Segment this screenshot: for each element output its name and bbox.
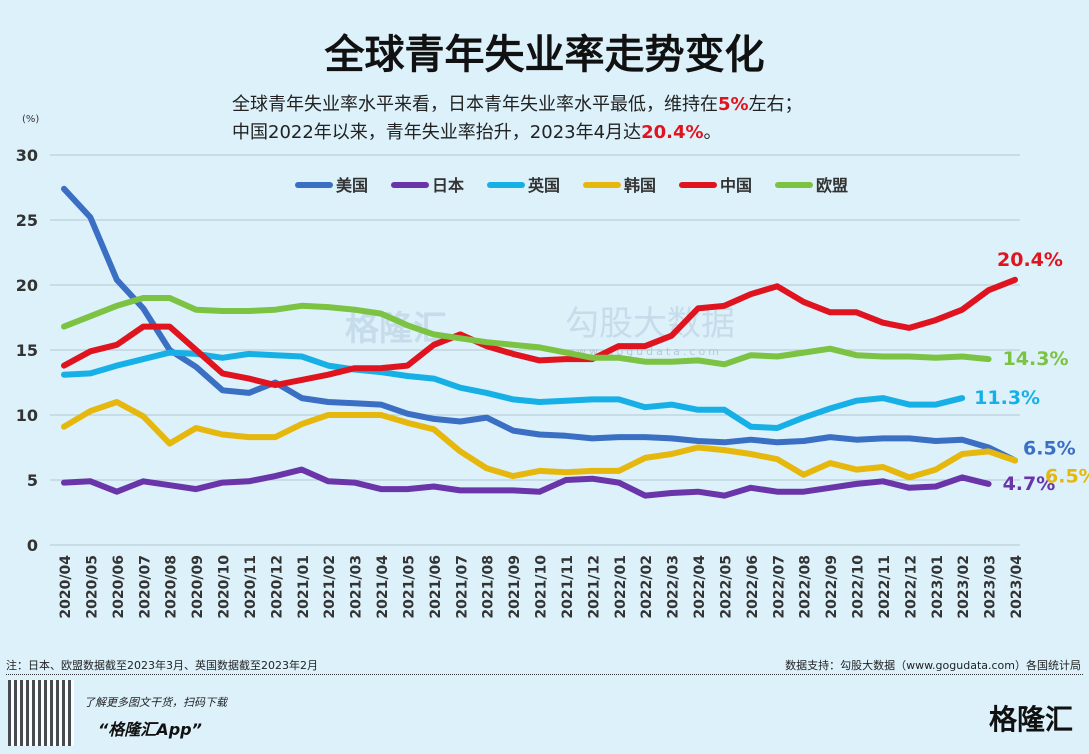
x-tick-label: 2022/10 — [851, 555, 867, 619]
x-tick-label: 2020/09 — [190, 555, 206, 619]
legend-label: 中国 — [720, 176, 752, 195]
x-tick-label: 2020/11 — [243, 555, 259, 619]
y-axis-unit: (%) — [22, 114, 39, 125]
y-tick-label: 30 — [16, 146, 38, 165]
watermark-right: 勾股大数据 — [565, 304, 735, 344]
x-tick-label: 2021/10 — [534, 555, 550, 619]
promo-text: 了解更多图文干货，扫码下载 — [84, 696, 227, 709]
x-tick-label: 2021/01 — [296, 555, 312, 619]
legend-label: 日本 — [432, 176, 464, 195]
x-tick-label: 2022/05 — [718, 555, 734, 619]
y-tick-label: 25 — [16, 211, 38, 230]
series-line-英国 — [61, 349, 966, 431]
subtitle-text: 中国2022年以来，青年失业率抬升，2023年4月达 — [232, 122, 642, 143]
x-tick-label: 2021/04 — [375, 555, 391, 619]
x-tick-label: 2020/07 — [137, 555, 153, 619]
subtitle-text: 全球青年失业率水平来看，日本青年失业率水平最低，维持在 — [232, 94, 718, 115]
x-tick-label: 2021/08 — [481, 555, 497, 619]
y-tick-label: 15 — [16, 341, 38, 360]
end-value-label: 6.5% — [1023, 438, 1076, 460]
line-chart: 格隆汇 勾股大数据www.gogudata.com(%)0510152025302… — [16, 114, 1089, 619]
x-tick-label: 2021/07 — [454, 555, 470, 619]
y-tick-label: 10 — [16, 406, 38, 425]
qr-code — [8, 680, 74, 746]
x-tick-label: 2020/10 — [217, 555, 233, 619]
series-line-中国 — [61, 276, 1018, 389]
series-line-欧盟 — [61, 295, 992, 368]
chart-title: 全球青年失业率走势变化 — [324, 32, 765, 78]
subtitle-text: 左右； — [748, 94, 803, 115]
end-value-label: 11.3% — [974, 387, 1040, 409]
y-tick-label: 20 — [16, 276, 38, 295]
x-tick-label: 2022/12 — [903, 555, 919, 619]
x-tick-label: 2021/05 — [401, 555, 417, 619]
subtitle-highlight: 5% — [718, 94, 749, 115]
legend-label: 美国 — [336, 176, 368, 195]
legend-label: 英国 — [527, 176, 560, 195]
app-name: “格隆汇App” — [98, 720, 202, 739]
divider — [6, 674, 1083, 675]
brand-logo: 格隆汇 — [988, 703, 1073, 736]
x-tick-label: 2021/11 — [560, 555, 576, 619]
subtitle-line-1: 全球青年失业率水平来看，日本青年失业率水平最低，维持在5%左右； — [232, 90, 803, 116]
series-line-日本 — [61, 466, 992, 499]
series-line-美国 — [61, 185, 1018, 464]
end-value-label: 6.5% — [1045, 466, 1089, 488]
subtitle-text: 。 — [703, 122, 722, 143]
subtitle-highlight: 20.4% — [641, 122, 704, 143]
x-tick-label: 2020/12 — [269, 555, 285, 619]
legend-label: 欧盟 — [816, 176, 848, 195]
watermark-left: 格隆汇 — [345, 309, 447, 349]
x-tick-label: 2022/01 — [613, 555, 629, 619]
x-tick-label: 2023/01 — [930, 555, 946, 619]
x-tick-label: 2023/03 — [983, 555, 999, 619]
y-tick-label: 0 — [27, 536, 38, 555]
x-tick-label: 2022/11 — [877, 555, 893, 619]
x-tick-label: 2020/04 — [58, 555, 74, 619]
x-tick-label: 2023/04 — [1009, 555, 1025, 619]
x-tick-label: 2022/08 — [798, 555, 814, 619]
y-tick-label: 5 — [27, 471, 38, 490]
x-tick-label: 2020/06 — [111, 555, 127, 619]
x-tick-label: 2020/05 — [84, 555, 100, 619]
x-tick-label: 2023/02 — [956, 555, 972, 619]
x-tick-label: 2022/03 — [666, 555, 682, 619]
x-tick-label: 2021/03 — [349, 555, 365, 619]
legend-label: 韩国 — [624, 176, 656, 195]
x-tick-label: 2021/02 — [322, 555, 338, 619]
end-value-label: 20.4% — [997, 249, 1063, 271]
x-tick-label: 2022/04 — [692, 555, 708, 619]
end-value-label: 14.3% — [1003, 348, 1069, 370]
data-source: 数据支持：勾股大数据（www.gogudata.com）各国统计局 — [785, 659, 1081, 672]
x-tick-label: 2022/07 — [771, 555, 787, 619]
x-tick-label: 2021/06 — [428, 555, 444, 619]
end-value-label: 4.7% — [1003, 473, 1056, 495]
x-tick-label: 2020/08 — [164, 555, 180, 619]
x-tick-label: 2022/09 — [824, 555, 840, 619]
subtitle-line-2: 中国2022年以来，青年失业率抬升，2023年4月达20.4%。 — [232, 118, 722, 144]
x-tick-label: 2022/06 — [745, 555, 761, 619]
x-tick-label: 2022/02 — [639, 555, 655, 619]
footnote: 注：日本、欧盟数据截至2023年3月、英国数据截至2023年2月 — [6, 659, 318, 672]
x-tick-label: 2021/12 — [586, 555, 602, 619]
x-tick-label: 2021/09 — [507, 555, 523, 619]
